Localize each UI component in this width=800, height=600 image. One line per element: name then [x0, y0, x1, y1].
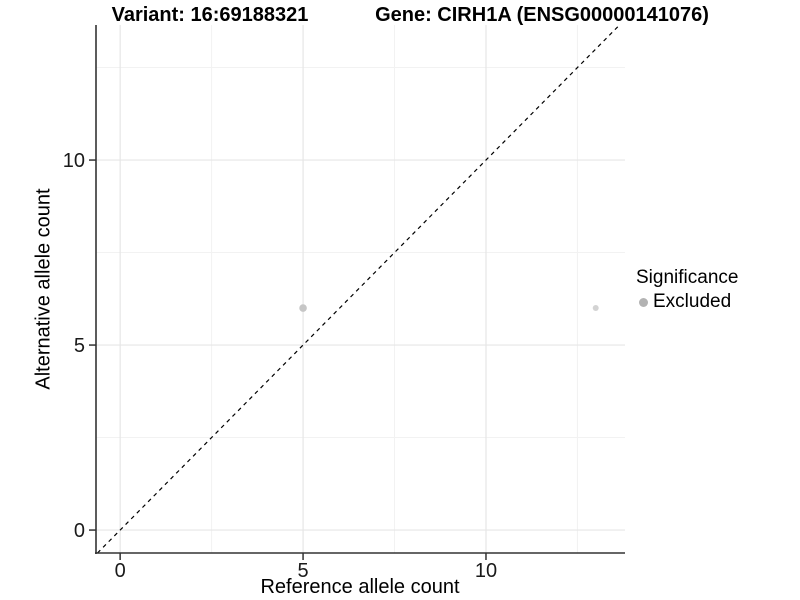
x-tick-label: 5: [298, 560, 309, 582]
x-axis-title: Reference allele count: [260, 576, 460, 598]
plot-title-gene: Gene: CIRH1A (ENSG00000141076): [375, 4, 709, 26]
legend-item-excluded: Excluded: [636, 291, 738, 313]
legend-item-label: Excluded: [653, 291, 732, 312]
plot-title-variant: Variant: 16:69188321: [111, 4, 309, 26]
y-tick-label: 10: [63, 150, 85, 172]
x-tick-label: 0: [115, 560, 126, 582]
data-point: [592, 305, 599, 312]
legend: Significance Excluded: [636, 267, 738, 313]
y-tick-label: 0: [74, 520, 85, 542]
data-point: [299, 304, 307, 312]
x-tick-label: 10: [475, 560, 497, 582]
y-tick-label: 5: [74, 335, 85, 357]
legend-key-circle-icon: [639, 297, 648, 307]
identity-dashed-line: [97, 24, 620, 554]
legend-title: Significance: [636, 267, 739, 288]
y-axis-title: Alternative allele count: [32, 188, 55, 390]
